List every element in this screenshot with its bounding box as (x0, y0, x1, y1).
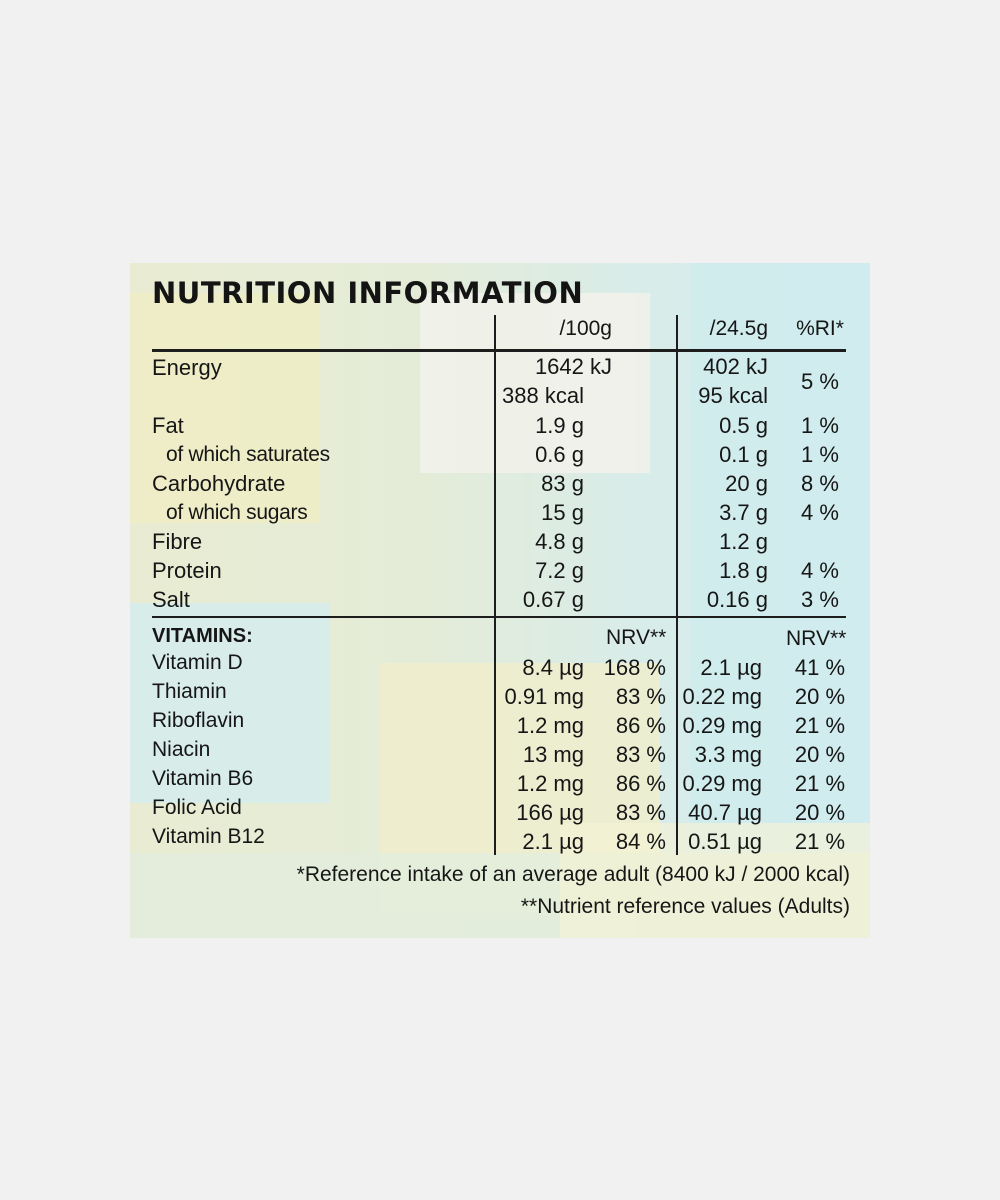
nutrient-per100: 0.6 g (535, 442, 584, 467)
nrv-header-serving: NRV** (786, 627, 847, 650)
nutrient-per100: 0.67 g (522, 587, 584, 612)
nutrient-serving: 0.16 g (706, 587, 768, 612)
nutrition-table: NUTRITION INFORMATION /100g /24.5g %RI* … (130, 263, 870, 938)
vitamin-serving: 2.1 µg (700, 655, 762, 680)
vitamin-nrv-serving: 20 % (794, 800, 846, 825)
background-block (560, 823, 870, 938)
energy-per100-kj: 1642 kJ (534, 354, 612, 379)
nutrient-per100: 4.8 g (535, 529, 584, 554)
table-title: NUTRITION INFORMATION (152, 276, 584, 310)
vitamin-label: Vitamin B6 (152, 767, 254, 790)
vitamin-nrv-100g: 83 % (615, 684, 666, 709)
vitamin-serving: 0.29 mg (682, 713, 763, 738)
nutrient-ri: 4 % (801, 500, 839, 525)
vitamin-nrv-100g: 86 % (615, 713, 666, 738)
nutrition-panel: NUTRITION INFORMATION /100g /24.5g %RI* … (130, 263, 870, 938)
nutrient-serving: 0.1 g (719, 442, 768, 467)
nutrient-per100: 1.9 g (535, 413, 584, 438)
vitamin-nrv-100g: 84 % (615, 829, 666, 854)
footnote-reference-intake: *Reference intake of an average adult (8… (296, 863, 850, 886)
nutrient-per100: 7.2 g (535, 558, 584, 583)
energy-serving-kj: 402 kJ (703, 354, 768, 379)
nutrient-serving: 3.7 g (719, 500, 768, 525)
nutrient-ri: 1 % (801, 442, 839, 467)
vitamin-nrv-100g: 83 % (615, 742, 666, 767)
vitamin-serving: 0.29 mg (682, 771, 763, 796)
energy-label: Energy (152, 355, 222, 380)
energy-ri: 5 % (801, 369, 839, 394)
vitamin-per100: 0.91 mg (504, 684, 585, 709)
vitamin-nrv-serving: 21 % (794, 713, 846, 738)
nutrient-ri: 3 % (801, 587, 839, 612)
nutrient-serving: 1.8 g (719, 558, 768, 583)
nutrient-serving: 20 g (725, 471, 768, 496)
nutrient-per100: 83 g (541, 471, 584, 496)
vitamin-nrv-serving: 41 % (794, 655, 846, 680)
vitamin-serving: 40.7 µg (688, 800, 762, 825)
nutrient-label: Fibre (152, 529, 203, 554)
nutrient-label: Carbohydrate (152, 471, 286, 496)
vitamin-serving: 0.22 mg (682, 684, 763, 709)
vitamin-nrv-serving: 20 % (794, 742, 846, 767)
header-per-serving: /24.5g (709, 317, 768, 340)
vitamin-label: Vitamin B12 (152, 825, 265, 848)
nutrient-serving: 1.2 g (719, 529, 768, 554)
header-per-100g: /100g (559, 317, 612, 340)
nrv-header-100g: NRV** (606, 626, 667, 649)
vitamins-title: VITAMINS: (152, 625, 253, 647)
background-block (420, 293, 650, 473)
vitamin-per100: 1.2 mg (516, 713, 584, 738)
nutrient-label: Protein (152, 558, 222, 583)
vitamin-per100: 13 mg (522, 742, 584, 767)
vitamin-serving: 3.3 mg (694, 742, 762, 767)
nutrient-label: Fat (152, 413, 184, 438)
vitamin-per100: 166 µg (516, 800, 584, 825)
vitamin-label: Riboflavin (152, 709, 245, 732)
nutrient-label: Salt (152, 587, 190, 612)
column-divider (494, 315, 496, 855)
nutrient-ri: 4 % (801, 558, 839, 583)
vitamin-label: Folic Acid (152, 796, 242, 819)
vitamin-label: Niacin (152, 738, 211, 761)
energy-serving-kcal: 95 kcal (698, 383, 768, 408)
vitamin-per100: 2.1 µg (522, 829, 584, 854)
vitamin-nrv-100g: 168 % (603, 655, 666, 680)
nutrient-ri: 1 % (801, 413, 839, 438)
nutrient-per100: 15 g (541, 500, 584, 525)
footnote-nrv: **Nutrient reference values (Adults) (520, 895, 850, 918)
vitamin-label: Thiamin (152, 680, 227, 703)
vitamin-nrv-serving: 21 % (794, 829, 846, 854)
nutrient-label: of which sugars (166, 501, 308, 524)
vitamin-nrv-100g: 86 % (615, 771, 666, 796)
vitamins-rule (152, 616, 846, 618)
vitamin-nrv-serving: 21 % (794, 771, 846, 796)
nutrient-ri: 8 % (801, 471, 839, 496)
energy-per100-kcal: 388 kcal (502, 383, 584, 408)
header-ri: %RI* (796, 317, 844, 340)
vitamin-nrv-100g: 83 % (615, 800, 666, 825)
vitamin-serving: 0.51 µg (688, 829, 762, 854)
header-rule (152, 349, 846, 352)
background-block (130, 293, 320, 523)
vitamin-label: Vitamin D (152, 651, 243, 674)
vitamin-nrv-serving: 20 % (794, 684, 846, 709)
nutrient-label: of which saturates (166, 443, 330, 466)
nutrient-serving: 0.5 g (719, 413, 768, 438)
vitamin-per100: 1.2 mg (516, 771, 584, 796)
vitamin-per100: 8.4 µg (522, 655, 584, 680)
background-block (130, 603, 330, 803)
column-divider (676, 315, 678, 855)
